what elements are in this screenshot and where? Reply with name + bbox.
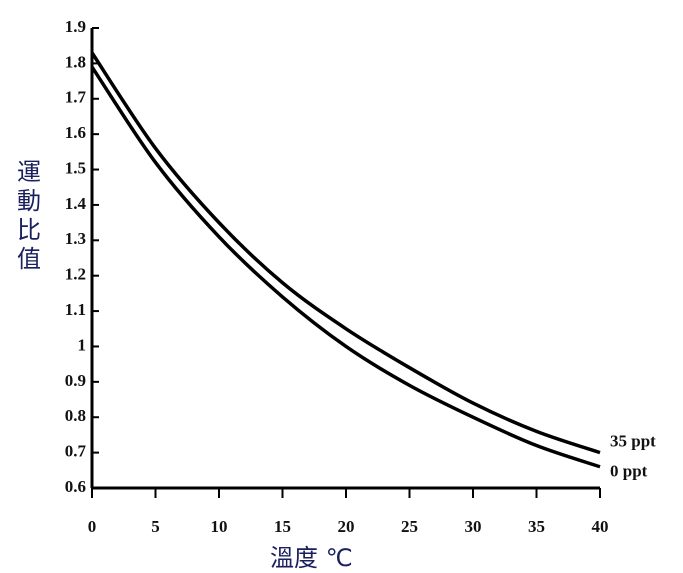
y-tick-label: 1 — [78, 335, 87, 354]
y-tick-label: 1.9 — [65, 17, 86, 36]
x-tick-label: 30 — [465, 517, 482, 536]
y-tick-label: 1.8 — [65, 52, 86, 71]
y-tick-label: 0.7 — [65, 442, 87, 461]
x-tick-label: 15 — [274, 517, 291, 536]
y-tick-label: 1.7 — [65, 88, 87, 107]
y-tick-label: 1.1 — [65, 300, 86, 319]
y-tick-label: 0.9 — [65, 371, 86, 390]
x-tick-label: 0 — [88, 517, 97, 536]
series-label: 35 ppt — [610, 432, 656, 451]
x-tick-label: 20 — [338, 517, 355, 536]
x-axis-label: 溫度 ℃ — [270, 544, 353, 572]
x-tick-label: 5 — [151, 517, 160, 536]
y-tick-label: 0.6 — [65, 477, 86, 496]
series-line — [90, 51, 601, 455]
y-tick-label: 1.5 — [65, 158, 86, 177]
y-tick-label: 1.6 — [65, 123, 86, 142]
y-axis-label: 運動比值 — [17, 158, 41, 273]
series-label: 0 ppt — [610, 462, 648, 481]
x-tick-label: 40 — [592, 517, 609, 536]
y-tick-label: 1.2 — [65, 265, 86, 284]
x-tick-label: 35 — [528, 517, 545, 536]
y-tick-label: 0.8 — [65, 406, 86, 425]
x-tick-label: 25 — [401, 517, 418, 536]
y-tick-label: 1.4 — [65, 194, 87, 213]
x-tick-label: 10 — [211, 517, 228, 536]
series-line — [90, 65, 601, 469]
y-tick-label: 1.3 — [65, 229, 86, 248]
